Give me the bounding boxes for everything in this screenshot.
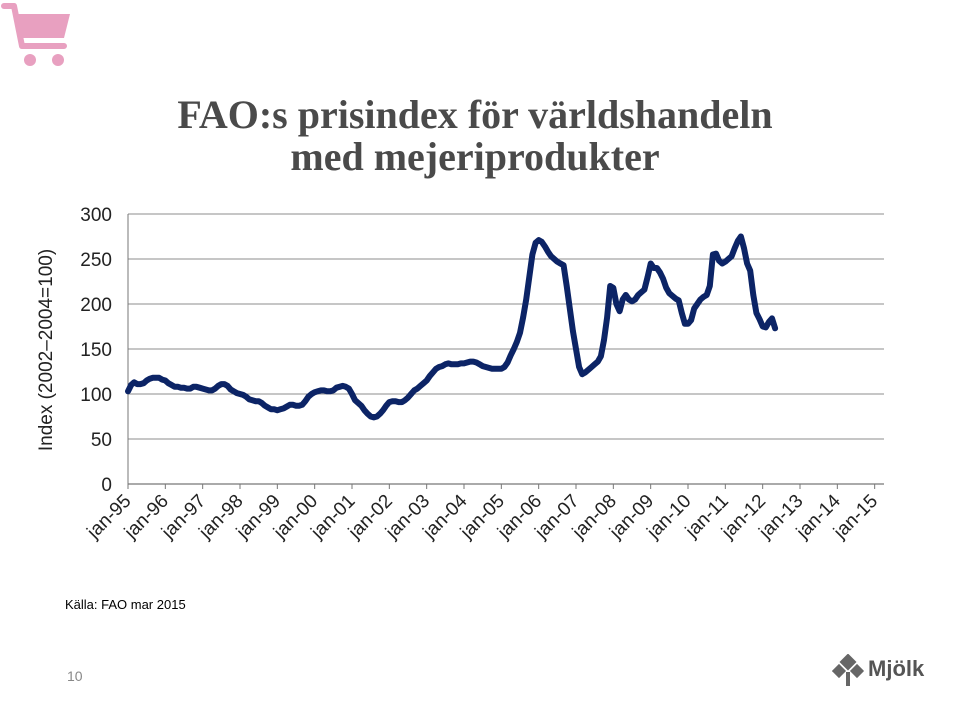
mjolk-emblem-icon	[832, 654, 865, 686]
cart-frame	[1, 3, 67, 49]
chart-title: FAO:s prisindex för världshandeln med me…	[100, 94, 850, 178]
title-line-1: FAO:s prisindex för världshandeln	[177, 92, 773, 137]
cart-wheel-right	[52, 54, 64, 66]
page-number: 10	[67, 668, 83, 684]
grid-layer	[127, 213, 884, 485]
cart-basket	[17, 14, 70, 38]
series-layer	[125, 233, 779, 421]
y-tick-label-200: 200	[80, 295, 112, 316]
y-tick-label-300: 300	[80, 205, 112, 226]
y-tick-layer: 0 50 100 150 200 250 300	[80, 205, 112, 496]
series-line-dairy-index	[125, 233, 779, 421]
brand-name: Mjölk	[868, 656, 925, 681]
shopping-cart-icon	[1, 3, 70, 66]
title-line-2: med mejeriprodukter	[290, 134, 660, 179]
y-tick-label-100: 100	[80, 385, 112, 406]
y-tick-label-50: 50	[91, 430, 112, 451]
y-tick-label-250: 250	[80, 250, 112, 271]
x-tick-layer: jan-95jan-96jan-97jan-98jan-99jan-00jan-…	[83, 484, 882, 544]
y-tick-label-150: 150	[80, 340, 112, 361]
y-tick-label-0: 0	[101, 475, 112, 496]
source-note: Källa: FAO mar 2015	[65, 597, 186, 612]
cart-wheel-left	[24, 54, 36, 66]
brand-logo: Mjölk	[832, 650, 942, 690]
line-chart: 0 50 100 150 200 250 300 jan-95jan-96jan-97jan…	[80, 205, 884, 544]
